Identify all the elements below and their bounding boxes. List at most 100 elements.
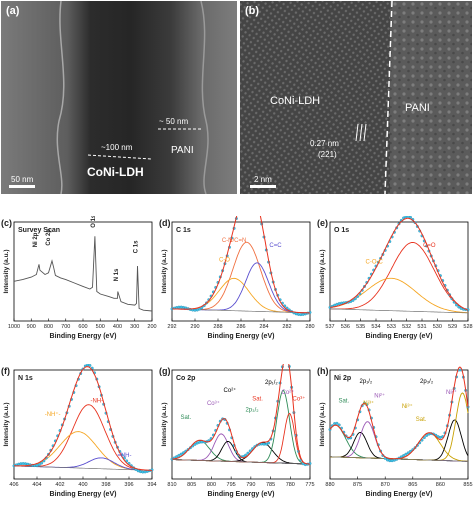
chart-0-survey-line (13, 236, 153, 312)
chart-3-label-2: =NH- (117, 453, 131, 459)
chart-0-panel-letter: (c) (1, 218, 12, 228)
chart-1-label-0: C-N/C=N (222, 238, 247, 244)
chart-2-component-1 (329, 277, 469, 314)
chart-4-tick-label-3: 795 (227, 482, 236, 488)
chart-4-tick-label-1: 805 (187, 482, 196, 488)
chart-2-tick-label-3: 534 (371, 324, 380, 330)
chart-5-tick-label-4: 860 (436, 482, 445, 488)
chart-1-ylabel: Intensity (a.u.) (161, 249, 168, 293)
chart-5-label-5: Ni³⁺ (402, 403, 413, 410)
chart-1-panel-letter: (d) (159, 218, 171, 228)
chart-4-tick-label-5: 785 (266, 482, 275, 488)
thickness-100-arrow (87, 154, 152, 160)
chart-5-point-42 (425, 434, 429, 437)
hrtem-image-b-svg: (b) CoNi-LDH PANI 0.27 nm (221) 2 nm (240, 1, 472, 194)
chart-5-ylabel: Intensity (a.u.) (319, 402, 326, 446)
chart-5-label-4: 2p₃/₂ (420, 379, 434, 385)
chart-2-point-56 (457, 305, 461, 309)
chart-3-label-0: -NH- (90, 399, 103, 405)
panel-letter-b: (b) (245, 5, 259, 17)
chart-5-tick-label-3: 865 (408, 482, 417, 488)
chart-3-tick-label-6: 394 (147, 482, 156, 488)
chart-2-point-11 (353, 297, 357, 301)
chart-2-tick-label-1: 536 (341, 324, 350, 330)
chart-1-tick-label-3: 286 (236, 324, 245, 330)
chart-0-ylabel: Intensity (a.u.) (3, 249, 10, 293)
chart-5-title: Ni 2p (334, 375, 351, 382)
chart-2-tick-label-9: 528 (463, 324, 472, 330)
chart-1-title: C 1s (176, 227, 191, 234)
pani-label-b: PANI (405, 102, 430, 114)
chart-5-label-6: Ni²⁺ (446, 389, 457, 396)
chart-3-component-0 (14, 404, 152, 471)
chart-2-tick-label-8: 529 (448, 324, 457, 330)
chart-4-label-1: Co³⁺ (207, 400, 220, 407)
chart-4-label-6: Co²⁺ (281, 389, 294, 396)
chart-4-tick-label-6: 780 (286, 482, 295, 488)
chart-4-tick-label-4: 790 (246, 482, 255, 488)
chart-1-point-12 (198, 307, 202, 311)
chart-3-envelope (14, 366, 152, 471)
chart-4-point-41 (264, 442, 268, 446)
tem-image-a: (a) ~ 50 nm PANI ~100 nm CoNi-LDH 50 nm (1, 1, 237, 194)
chart-0-peak-label-0: Ni 2p (33, 232, 39, 247)
chart-1-component-0 (172, 241, 310, 314)
chart-4-ylabel: Intensity (a.u.) (161, 402, 168, 446)
chart-1-tick-label-1: 290 (190, 324, 199, 330)
pani-label-a: PANI (171, 145, 194, 156)
chart-0-tick-label-3: 700 (61, 324, 70, 330)
chart-3-panel-letter: (f) (1, 366, 10, 376)
chart-3-label-1: -NH⁺- (45, 411, 61, 418)
xps-ni2p-plot: 880 875 870 865 860 855 Binding Energy (eV) Int… (316, 364, 474, 509)
chart-0-tick-label-8: 200 (147, 324, 156, 330)
chart-0-peak-label-2: O 1s (91, 216, 97, 228)
chart-0-xlabel: Binding Energy (eV) (50, 333, 117, 340)
chart-5-label-3: Ni³⁺ (363, 400, 374, 407)
chart-4-point-42 (267, 441, 271, 445)
chart-5-point-34 (406, 451, 410, 455)
chart-2-point-4 (337, 302, 341, 306)
chart-2-title: O 1s (334, 227, 349, 234)
d-spacing-label: 0.27 nm (310, 139, 339, 148)
coni-ldh-label-a: CoNi-LDH (87, 165, 144, 179)
panel-letter-a: (a) (6, 5, 20, 17)
chart-3-title: N 1s (18, 375, 33, 382)
chart-4-point-10 (193, 442, 197, 446)
chart-4-point-3 (177, 453, 181, 457)
chart-0-title: Survey Scan (18, 227, 60, 234)
chart-3-frame (13, 369, 153, 480)
chart-2-tick-label-2: 535 (356, 324, 365, 330)
chart-3-tick-label-2: 402 (55, 482, 64, 488)
chart-2-tick-label-7: 530 (433, 324, 442, 330)
chart-3-point-2 (17, 462, 21, 466)
chart-0-tick-label-5: 500 (96, 324, 105, 330)
chart-5-frame (329, 369, 469, 480)
chart-5-point-33 (404, 452, 408, 456)
chart-4-tick-label-7: 775 (305, 482, 314, 488)
chart-2-tick-label-4: 533 (387, 324, 396, 330)
chart-5-tick-label-1: 875 (353, 482, 362, 488)
xps-co2p-plot: 810 805 800 795 790 785 780 775 Binding Energy (… (158, 364, 316, 509)
chart-0-tick-label-4: 600 (78, 324, 87, 330)
chart-5-point-4 (337, 423, 341, 427)
chart-4-label-7: Co³⁺ (293, 396, 306, 403)
chart-4-panel-letter: (g) (159, 366, 171, 376)
chart-3-tick-label-4: 398 (101, 482, 110, 488)
tem-image-a-svg: (a) ~ 50 nm PANI ~100 nm CoNi-LDH 50 nm (1, 1, 237, 194)
chart-3-tick-label-0: 406 (9, 482, 18, 488)
thickness-100-label: ~100 nm (101, 143, 133, 152)
chart-5-tick-label-2: 870 (381, 482, 390, 488)
chart-0-peak-label-1: Co 2p (46, 229, 52, 246)
chart-0-tick-label-6: 400 (113, 324, 122, 330)
chart-4-xlabel: Binding Energy (eV) (208, 491, 275, 498)
chart-4-tick-label-0: 810 (167, 482, 176, 488)
lattice-fringe-marks (355, 123, 367, 142)
xps-c1s-plot: 292 290 288 286 284 282 280 Binding Energy (eV)… (158, 216, 316, 351)
scale-bar-a (9, 185, 35, 188)
chart-0-tick-label-2: 800 (44, 324, 53, 330)
chart-2-tick-label-6: 531 (417, 324, 426, 330)
chart-3-point-12 (40, 461, 44, 465)
chart-3-point-33 (88, 364, 92, 367)
chart-0-peak-label-3: N 1s (114, 268, 120, 281)
plane-label: (221) (318, 150, 337, 159)
